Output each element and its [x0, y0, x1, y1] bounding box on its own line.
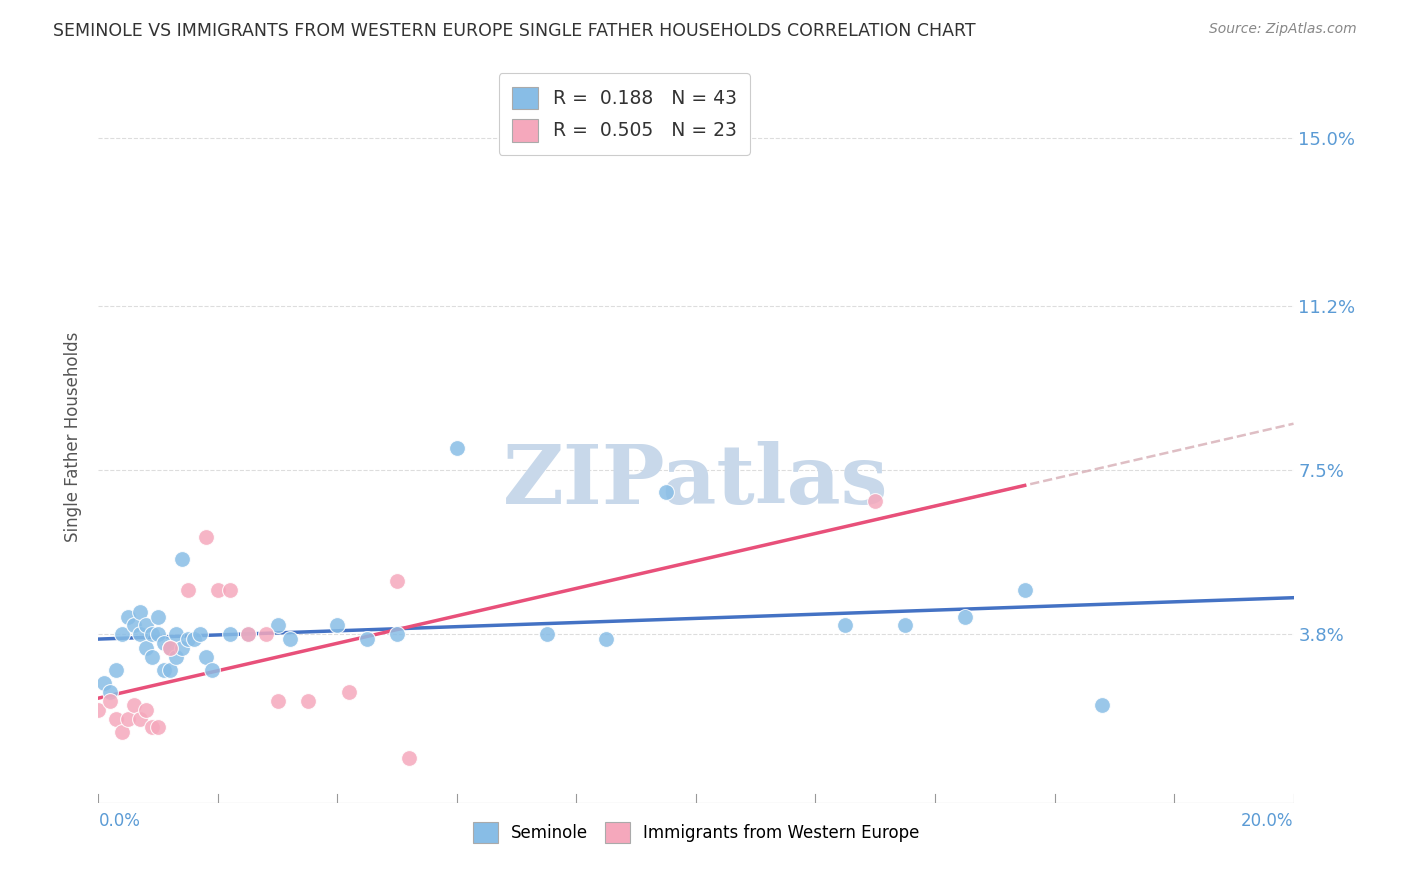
Point	[148, 721, 170, 735]
Point	[105, 663, 128, 677]
Point	[172, 640, 194, 655]
Point	[117, 712, 139, 726]
Point	[159, 663, 181, 677]
Point	[267, 694, 290, 708]
Point	[129, 712, 152, 726]
Point	[219, 582, 242, 597]
Text: 20.0%: 20.0%	[1241, 812, 1294, 830]
Point	[135, 640, 157, 655]
Point	[195, 530, 218, 544]
Point	[297, 694, 319, 708]
Point	[141, 721, 163, 735]
Point	[141, 649, 163, 664]
Text: SEMINOLE VS IMMIGRANTS FROM WESTERN EUROPE SINGLE FATHER HOUSEHOLDS CORRELATION : SEMINOLE VS IMMIGRANTS FROM WESTERN EURO…	[53, 22, 976, 40]
Point	[834, 618, 856, 632]
Point	[98, 694, 122, 708]
Point	[111, 627, 134, 641]
Point	[356, 632, 378, 646]
Point	[105, 712, 128, 726]
Text: Source: ZipAtlas.com: Source: ZipAtlas.com	[1209, 22, 1357, 37]
Point	[267, 618, 290, 632]
Point	[655, 485, 678, 500]
Point	[1091, 698, 1114, 713]
Point	[865, 494, 887, 508]
Point	[165, 649, 187, 664]
Point	[177, 632, 200, 646]
Text: 0.0%: 0.0%	[98, 812, 141, 830]
Point	[159, 640, 181, 655]
Legend: Seminole, Immigrants from Western Europe: Seminole, Immigrants from Western Europe	[465, 815, 927, 849]
Point	[278, 632, 301, 646]
Point	[148, 627, 170, 641]
Point	[183, 632, 205, 646]
Point	[894, 618, 917, 632]
Point	[124, 698, 146, 713]
Point	[326, 618, 349, 632]
Point	[93, 676, 115, 690]
Point	[153, 663, 176, 677]
Point	[129, 627, 152, 641]
Point	[595, 632, 617, 646]
Point	[236, 627, 259, 641]
Point	[398, 751, 420, 765]
Point	[111, 724, 134, 739]
Point	[254, 627, 277, 641]
Point	[135, 618, 157, 632]
Point	[135, 703, 157, 717]
Point	[172, 552, 194, 566]
Point	[339, 685, 361, 699]
Point	[446, 441, 468, 455]
Point	[159, 640, 181, 655]
Point	[195, 649, 218, 664]
Point	[201, 663, 224, 677]
Point	[188, 627, 211, 641]
Point	[98, 685, 122, 699]
Point	[87, 703, 110, 717]
Point	[124, 618, 146, 632]
Point	[141, 627, 163, 641]
Text: ZIPatlas: ZIPatlas	[503, 441, 889, 521]
Point	[536, 627, 558, 641]
Y-axis label: Single Father Households: Single Father Households	[65, 332, 83, 542]
Point	[148, 609, 170, 624]
Point	[129, 605, 152, 619]
Point	[207, 582, 229, 597]
Point	[1014, 582, 1036, 597]
Point	[236, 627, 259, 641]
Point	[953, 609, 976, 624]
Point	[177, 582, 200, 597]
Point	[117, 609, 139, 624]
Point	[219, 627, 242, 641]
Point	[153, 636, 176, 650]
Point	[385, 627, 409, 641]
Point	[385, 574, 409, 589]
Point	[165, 627, 187, 641]
